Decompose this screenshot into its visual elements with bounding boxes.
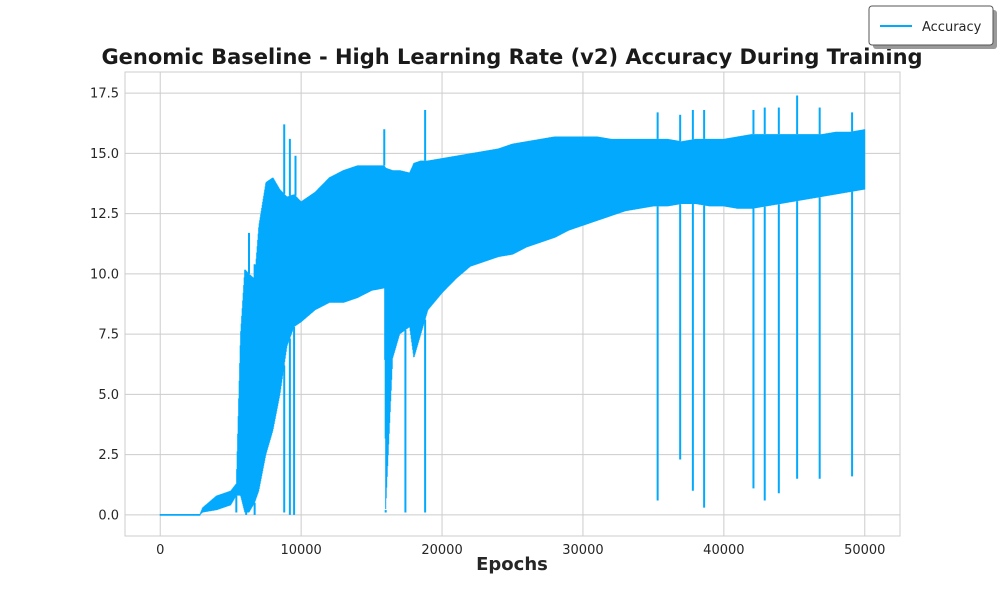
y-tick-labels: 0.0 2.5 5.0 7.5 10.0 12.5 15.0 17.5 [90,87,119,524]
x-tick-label: 20000 [421,543,462,558]
y-tick-label: 7.5 [98,328,119,343]
legend-label-accuracy: Accuracy [922,20,982,35]
x-tick-label: 0 [156,543,164,558]
legend-box [868,5,994,46]
x-tick-label: 10000 [280,543,321,558]
plot-frame [124,71,901,537]
x-axis-label: Epochs [476,554,548,575]
y-tick-label: 10.0 [90,267,119,282]
chart-title: Genomic Baseline - High Learning Rate (v… [101,45,922,69]
y-tick-label: 0.0 [98,508,119,523]
series-layer [159,95,866,516]
x-tick-label: 40000 [703,543,744,558]
x-tick-label: 30000 [562,543,603,558]
y-tick-label: 12.5 [90,207,119,222]
y-tick-label: 17.5 [90,87,119,102]
y-tick-label: 5.0 [98,388,119,403]
y-tick-label: 15.0 [90,147,119,162]
x-tick-label: 50000 [844,543,885,558]
x-tick-labels: 0 10000 20000 30000 40000 50000 [156,543,885,558]
y-tick-label: 2.5 [98,448,119,463]
legend: Accuracy [868,5,997,49]
series-line-band [159,129,866,516]
